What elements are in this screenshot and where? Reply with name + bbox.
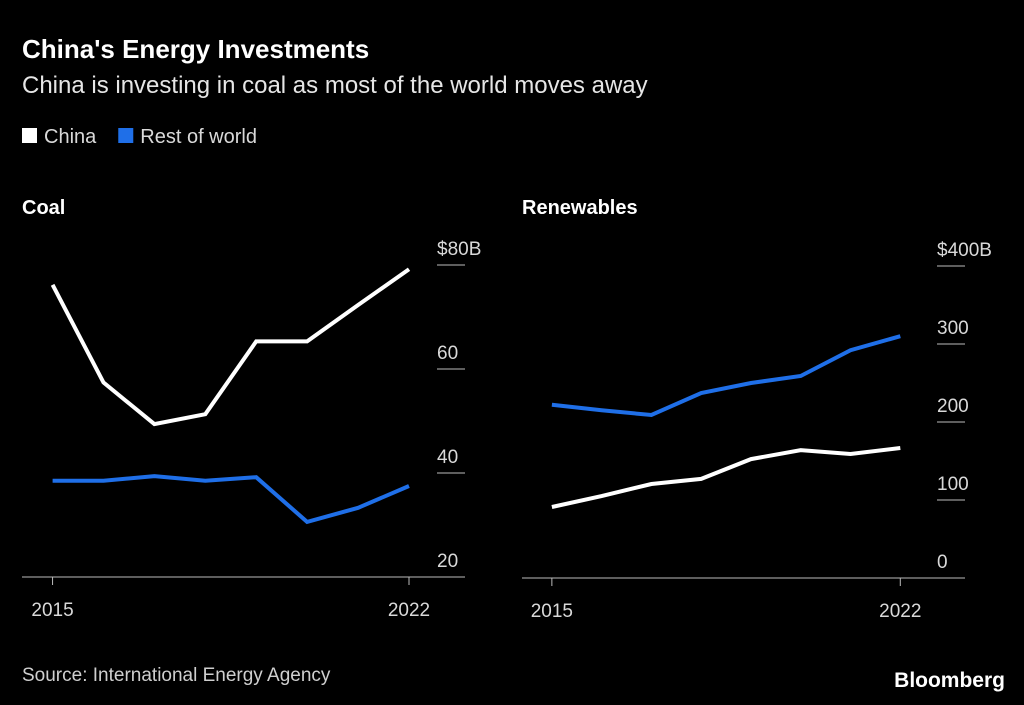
y-tick-label: 60: [437, 343, 458, 364]
series-line: [551, 334, 901, 418]
x-tick-label: 2015: [31, 600, 73, 621]
legend-swatch: [118, 128, 134, 143]
y-tick-label: 20: [437, 551, 458, 572]
legend-label: Rest of world: [140, 126, 257, 148]
y-tick-label: 0: [937, 552, 948, 573]
y-tick-label: 100: [937, 474, 969, 495]
legend-swatch: [22, 128, 37, 143]
series-line: [52, 474, 410, 525]
series-line: [551, 446, 901, 509]
brand: Bloomberg: [894, 669, 1005, 692]
y-tick-label: $80B: [437, 239, 481, 260]
subtitle: China is investing in coal as most of th…: [22, 72, 648, 99]
y-tick-label: 200: [937, 396, 969, 417]
legend: China Rest of world: [22, 126, 257, 148]
x-tick-label: 2022: [388, 600, 430, 621]
y-tick-label: 300: [937, 318, 969, 339]
title: China's Energy Investments: [22, 34, 369, 64]
source: Source: International Energy Agency: [22, 665, 331, 686]
panel-title: Renewables: [522, 197, 638, 219]
panel-title: Coal: [22, 197, 65, 219]
legend-label: China: [44, 126, 97, 148]
x-tick-label: 2022: [879, 601, 921, 622]
y-tick-label: $400B: [937, 240, 992, 261]
y-tick-label: 40: [437, 447, 458, 468]
series-line: [50, 267, 411, 427]
x-tick-label: 2015: [531, 601, 573, 622]
